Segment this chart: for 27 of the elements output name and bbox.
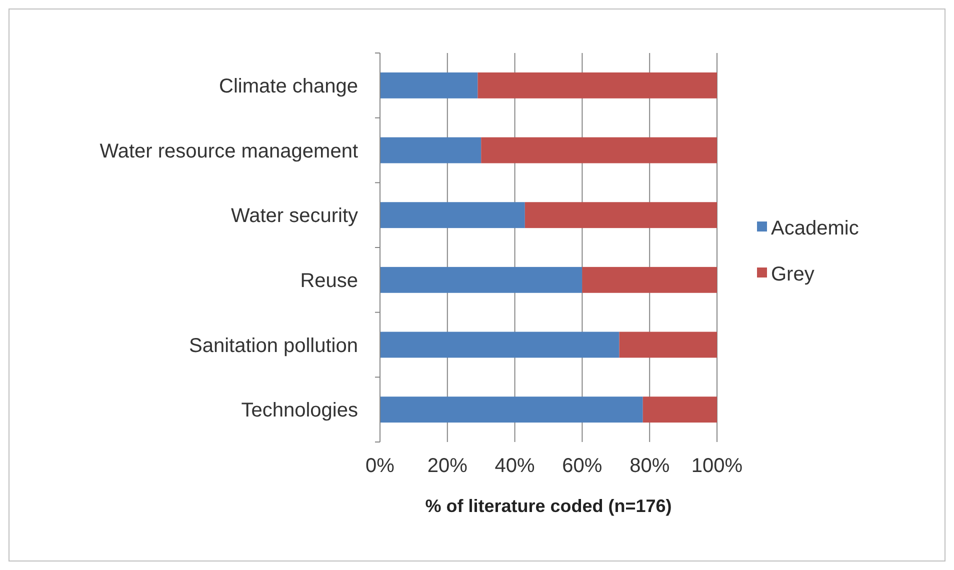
y-tick-label: Water security [230, 205, 358, 228]
x-tick-label: 80% [630, 455, 670, 477]
x-tick-label: 60% [562, 455, 602, 477]
bar [619, 332, 717, 358]
bar [380, 396, 643, 423]
y-tick-label: Technologies [241, 400, 358, 422]
y-tick-label: Reuse [300, 270, 358, 292]
bar [380, 202, 525, 228]
x-tick-label: 0% [366, 455, 395, 477]
x-tick-label: 40% [494, 455, 536, 477]
x-tick-label: 100% [691, 455, 743, 477]
legend-label: Academic [771, 218, 859, 240]
y-tick-label: Climate change [219, 75, 358, 98]
y-tick-label: Sanitation pollution [188, 334, 358, 357]
bar [478, 72, 717, 98]
bar [380, 332, 620, 358]
bar [582, 266, 717, 293]
legend-label: Grey [771, 264, 814, 286]
bar [380, 72, 478, 98]
y-tick-label: Water resource management [100, 140, 358, 162]
bar [380, 266, 582, 293]
bar [524, 202, 717, 228]
x-axis-title: % of literature coded (n=176) [425, 496, 672, 516]
bar [642, 396, 717, 423]
bar [481, 137, 717, 164]
bar [380, 137, 482, 164]
x-tick-label: 20% [427, 455, 468, 477]
